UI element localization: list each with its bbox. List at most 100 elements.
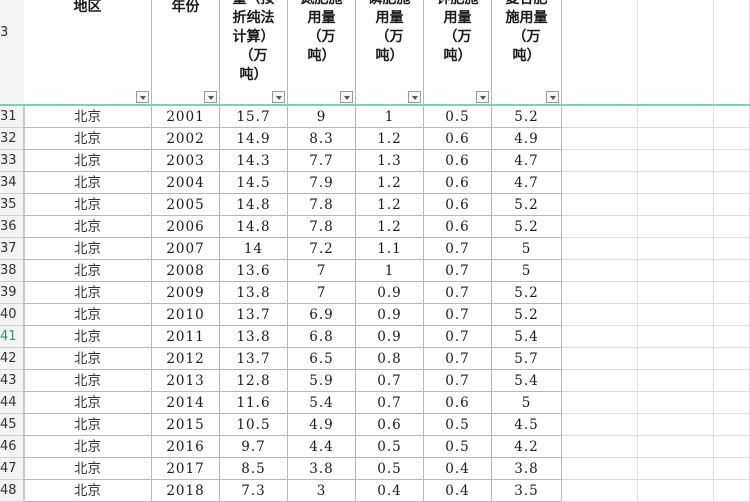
cell-year[interactable]: 2008 xyxy=(152,260,220,282)
cell-potash[interactable]: 0.6 xyxy=(424,172,492,194)
empty-cell[interactable] xyxy=(638,348,714,370)
cell-compound[interactable]: 5.2 xyxy=(492,304,562,326)
cell-region[interactable]: 北京 xyxy=(24,216,152,238)
empty-cell[interactable] xyxy=(714,392,750,414)
column-header-nitrogen[interactable]: 氮肥施用量 （万吨） xyxy=(288,0,356,104)
cell-nitrogen[interactable]: 5.9 xyxy=(288,370,356,392)
cell-compound[interactable]: 5 xyxy=(492,260,562,282)
cell-region[interactable]: 北京 xyxy=(24,348,152,370)
cell-region[interactable]: 北京 xyxy=(24,282,152,304)
empty-cell[interactable] xyxy=(714,260,750,282)
cell-potash[interactable]: 0.7 xyxy=(424,348,492,370)
cell-nitrogen[interactable]: 4.9 xyxy=(288,414,356,436)
cell-compound[interactable]: 3.8 xyxy=(492,458,562,480)
cell-total[interactable]: 14.8 xyxy=(220,194,288,216)
cell-year[interactable]: 2011 xyxy=(152,326,220,348)
cell-phosphate[interactable]: 1.3 xyxy=(356,150,424,172)
column-header-year[interactable]: 年份 xyxy=(152,0,220,104)
cell-year[interactable]: 2016 xyxy=(152,436,220,458)
empty-cell[interactable] xyxy=(714,106,750,128)
cell-compound[interactable]: 5.4 xyxy=(492,370,562,392)
empty-cell[interactable] xyxy=(562,480,638,502)
cell-total[interactable]: 8.5 xyxy=(220,458,288,480)
empty-cell[interactable] xyxy=(562,348,638,370)
cell-nitrogen[interactable]: 7 xyxy=(288,282,356,304)
cell-potash[interactable]: 0.6 xyxy=(424,150,492,172)
empty-cell[interactable] xyxy=(562,326,638,348)
empty-cell[interactable] xyxy=(638,106,714,128)
column-header-compound[interactable]: 复合肥施用量 （万吨） xyxy=(492,0,562,104)
cell-year[interactable]: 2013 xyxy=(152,370,220,392)
empty-header-cell[interactable] xyxy=(638,0,714,104)
cell-potash[interactable]: 0.6 xyxy=(424,216,492,238)
empty-header-cell[interactable] xyxy=(562,0,638,104)
cell-compound[interactable]: 4.9 xyxy=(492,128,562,150)
cell-compound[interactable]: 5.2 xyxy=(492,194,562,216)
cell-potash[interactable]: 0.7 xyxy=(424,238,492,260)
row-number[interactable]: 39 xyxy=(0,282,24,304)
cell-total[interactable]: 14 xyxy=(220,238,288,260)
cell-nitrogen[interactable]: 6.5 xyxy=(288,348,356,370)
empty-cell[interactable] xyxy=(638,392,714,414)
cell-phosphate[interactable]: 0.7 xyxy=(356,370,424,392)
cell-year[interactable]: 2001 xyxy=(152,106,220,128)
cell-potash[interactable]: 0.6 xyxy=(424,194,492,216)
cell-nitrogen[interactable]: 7 xyxy=(288,260,356,282)
cell-phosphate[interactable]: 1.2 xyxy=(356,128,424,150)
cell-nitrogen[interactable]: 7.9 xyxy=(288,172,356,194)
empty-cell[interactable] xyxy=(562,172,638,194)
empty-cell[interactable] xyxy=(714,480,750,502)
cell-phosphate[interactable]: 0.6 xyxy=(356,414,424,436)
cell-year[interactable]: 2006 xyxy=(152,216,220,238)
cell-compound[interactable]: 5 xyxy=(492,238,562,260)
cell-nitrogen[interactable]: 5.4 xyxy=(288,392,356,414)
cell-year[interactable]: 2005 xyxy=(152,194,220,216)
empty-header-cell[interactable] xyxy=(714,0,750,104)
cell-phosphate[interactable]: 1.2 xyxy=(356,216,424,238)
cell-compound[interactable]: 4.5 xyxy=(492,414,562,436)
cell-year[interactable]: 2010 xyxy=(152,304,220,326)
cell-year[interactable]: 2009 xyxy=(152,282,220,304)
filter-dropdown-icon[interactable] xyxy=(340,91,353,103)
cell-year[interactable]: 2003 xyxy=(152,150,220,172)
row-number[interactable]: 47 xyxy=(0,458,24,480)
empty-cell[interactable] xyxy=(638,194,714,216)
cell-potash[interactable]: 0.5 xyxy=(424,106,492,128)
cell-year[interactable]: 2015 xyxy=(152,414,220,436)
cell-nitrogen[interactable]: 6.9 xyxy=(288,304,356,326)
empty-cell[interactable] xyxy=(638,260,714,282)
column-header-total[interactable]: 量（按折纯法计算） （万吨） xyxy=(220,0,288,104)
cell-total[interactable]: 14.8 xyxy=(220,216,288,238)
cell-phosphate[interactable]: 0.7 xyxy=(356,392,424,414)
empty-cell[interactable] xyxy=(714,216,750,238)
cell-potash[interactable]: 0.4 xyxy=(424,458,492,480)
cell-region[interactable]: 北京 xyxy=(24,458,152,480)
cell-compound[interactable]: 5 xyxy=(492,392,562,414)
empty-cell[interactable] xyxy=(562,458,638,480)
empty-cell[interactable] xyxy=(714,172,750,194)
cell-nitrogen[interactable]: 4.4 xyxy=(288,436,356,458)
cell-phosphate[interactable]: 1.1 xyxy=(356,238,424,260)
empty-cell[interactable] xyxy=(638,414,714,436)
cell-compound[interactable]: 5.7 xyxy=(492,348,562,370)
empty-cell[interactable] xyxy=(638,458,714,480)
empty-cell[interactable] xyxy=(562,128,638,150)
empty-cell[interactable] xyxy=(638,216,714,238)
cell-year[interactable]: 2002 xyxy=(152,128,220,150)
cell-region[interactable]: 北京 xyxy=(24,414,152,436)
cell-total[interactable]: 13.7 xyxy=(220,348,288,370)
empty-cell[interactable] xyxy=(562,106,638,128)
empty-cell[interactable] xyxy=(562,194,638,216)
cell-region[interactable]: 北京 xyxy=(24,436,152,458)
empty-cell[interactable] xyxy=(714,326,750,348)
cell-phosphate[interactable]: 1 xyxy=(356,106,424,128)
cell-region[interactable]: 北京 xyxy=(24,150,152,172)
cell-phosphate[interactable]: 0.4 xyxy=(356,480,424,502)
empty-cell[interactable] xyxy=(638,436,714,458)
empty-cell[interactable] xyxy=(714,150,750,172)
cell-compound[interactable]: 4.2 xyxy=(492,436,562,458)
cell-total[interactable]: 13.6 xyxy=(220,260,288,282)
cell-year[interactable]: 2007 xyxy=(152,238,220,260)
cell-year[interactable]: 2017 xyxy=(152,458,220,480)
empty-cell[interactable] xyxy=(638,128,714,150)
